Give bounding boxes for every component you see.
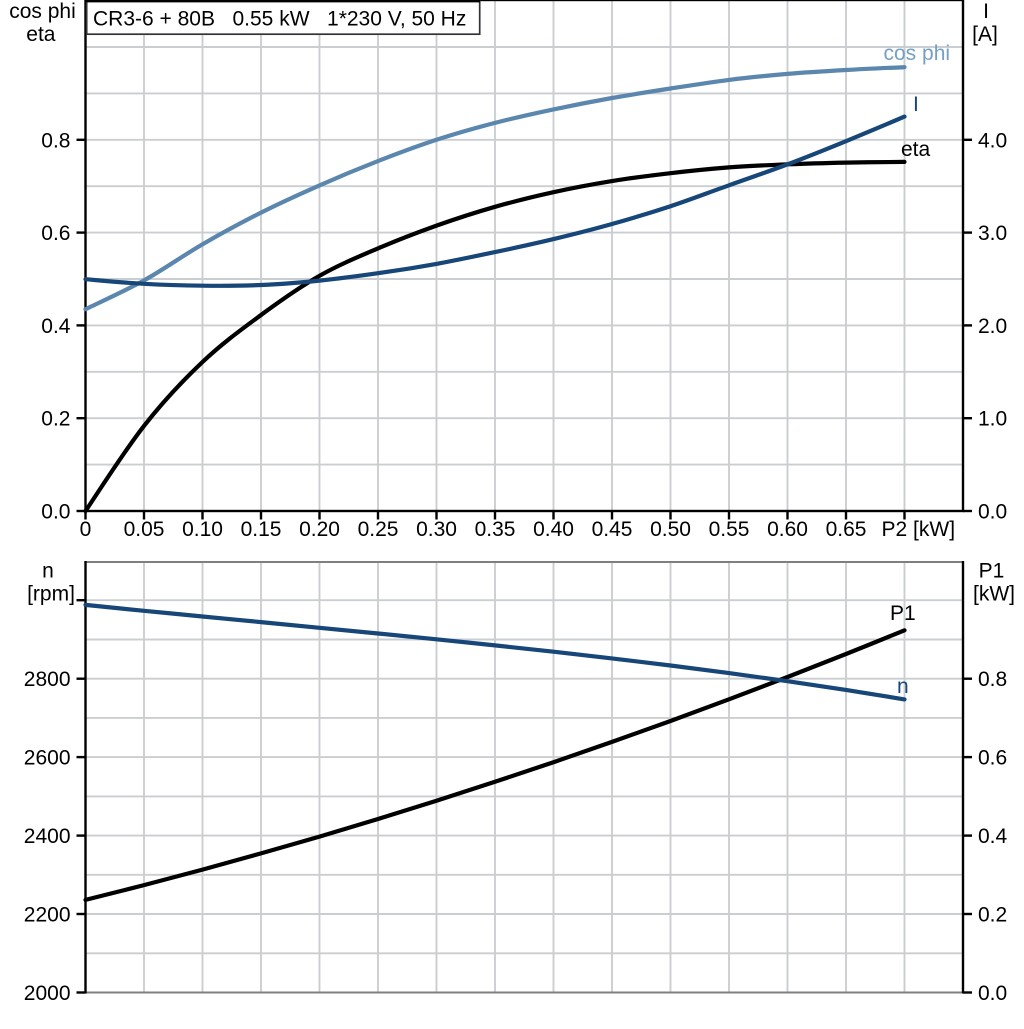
svg-text:0.65: 0.65 [826, 518, 867, 541]
svg-text:eta: eta [26, 23, 56, 46]
svg-text:0.2: 0.2 [41, 408, 70, 431]
svg-text:I: I [913, 93, 919, 116]
svg-text:0.40: 0.40 [533, 518, 574, 541]
svg-text:2600: 2600 [24, 747, 71, 770]
svg-text:CR3-6 + 80B 0.55 kW 1*230: CR3-6 + 80B 0.55 kW 1*230 V, 50 Hz [93, 8, 466, 31]
svg-text:0.6: 0.6 [978, 747, 1007, 770]
svg-text:P2 [kW]: P2 [kW] [882, 518, 956, 541]
svg-text:0.4: 0.4 [41, 315, 71, 338]
svg-text:0.60: 0.60 [767, 518, 808, 541]
svg-text:2000: 2000 [24, 982, 71, 1005]
svg-text:n: n [897, 675, 909, 698]
svg-text:0.0: 0.0 [978, 501, 1007, 524]
svg-text:0.20: 0.20 [299, 518, 340, 541]
svg-text:2800: 2800 [24, 668, 71, 691]
svg-text:2.0: 2.0 [978, 315, 1007, 338]
svg-text:cos phi: cos phi [884, 42, 951, 65]
svg-text:P1: P1 [890, 602, 916, 625]
svg-text:0.10: 0.10 [182, 518, 223, 541]
svg-text:0.55: 0.55 [709, 518, 750, 541]
svg-text:I: I [983, 0, 989, 23]
svg-text:0.0: 0.0 [978, 982, 1007, 1005]
svg-text:[kW]: [kW] [973, 583, 1015, 606]
svg-text:0.0: 0.0 [41, 501, 70, 524]
svg-text:[rpm]: [rpm] [27, 583, 75, 606]
svg-text:0.6: 0.6 [41, 222, 70, 245]
svg-text:0.45: 0.45 [592, 518, 633, 541]
svg-text:0.4: 0.4 [978, 825, 1008, 848]
svg-text:2200: 2200 [24, 904, 71, 927]
svg-text:P1: P1 [979, 560, 1005, 583]
svg-text:0.8: 0.8 [41, 129, 70, 152]
svg-text:0.25: 0.25 [358, 518, 399, 541]
svg-text:[A]: [A] [972, 23, 998, 46]
svg-text:0.35: 0.35 [475, 518, 516, 541]
svg-text:4.0: 4.0 [978, 129, 1007, 152]
svg-text:cos phi: cos phi [9, 0, 76, 23]
svg-text:0.15: 0.15 [241, 518, 282, 541]
svg-text:0.2: 0.2 [978, 904, 1007, 927]
svg-text:1.0: 1.0 [978, 408, 1007, 431]
svg-text:0.30: 0.30 [416, 518, 457, 541]
svg-text:0.8: 0.8 [978, 668, 1007, 691]
svg-text:0.50: 0.50 [650, 518, 691, 541]
svg-text:2400: 2400 [24, 825, 71, 848]
svg-text:n: n [42, 560, 54, 583]
svg-text:3.0: 3.0 [978, 222, 1007, 245]
svg-text:eta: eta [901, 138, 931, 161]
svg-text:0: 0 [80, 518, 92, 541]
svg-text:0.05: 0.05 [124, 518, 165, 541]
